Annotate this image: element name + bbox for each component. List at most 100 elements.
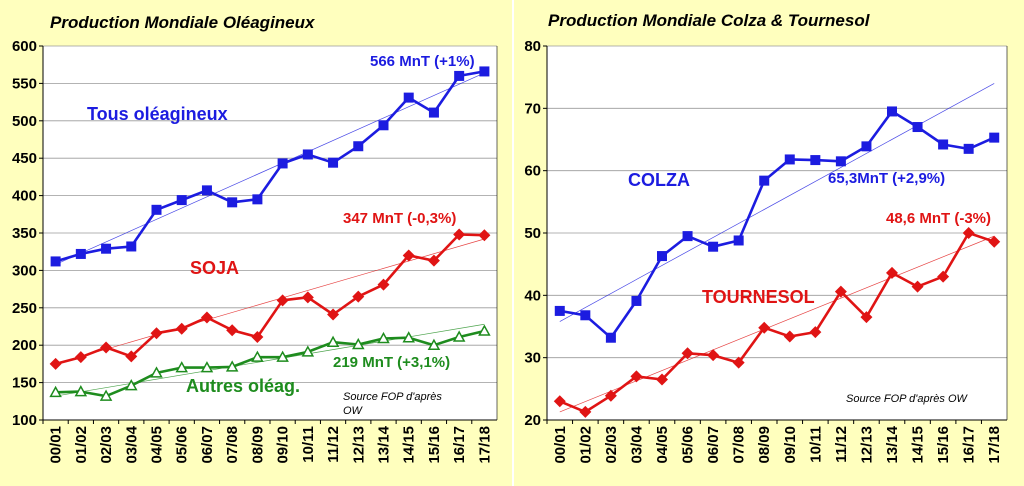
data-point <box>988 235 1001 248</box>
data-point <box>428 107 439 118</box>
data-point <box>478 229 491 242</box>
x-tick-label: 03/04 <box>628 425 645 463</box>
data-point <box>176 195 187 206</box>
chart-title: Production Mondiale Oléagineux <box>50 13 316 32</box>
data-point <box>125 350 138 363</box>
x-tick-label: 04/05 <box>654 426 671 464</box>
data-point <box>861 141 872 152</box>
x-tick-label: 16/17 <box>451 426 468 464</box>
y-tick-label: 600 <box>12 38 37 55</box>
y-tick-label: 400 <box>12 188 37 205</box>
x-tick-label: 13/14 <box>884 425 901 463</box>
data-point <box>276 350 289 362</box>
data-point <box>227 197 238 208</box>
y-tick-label: 550 <box>12 75 37 92</box>
x-tick-label: 08/09 <box>249 426 266 464</box>
data-point <box>784 154 795 165</box>
x-tick-label: 09/10 <box>275 426 292 464</box>
data-point <box>200 361 214 373</box>
data-point <box>326 335 340 347</box>
data-point <box>427 254 440 267</box>
data-point <box>912 122 923 133</box>
data-point <box>630 370 643 383</box>
x-tick-label: 07/08 <box>731 426 748 464</box>
trend-lines <box>55 72 485 397</box>
data-point <box>252 194 263 205</box>
series-label-tous: Tous oléagineux <box>87 104 228 124</box>
data-point <box>225 360 239 372</box>
data-point <box>911 280 924 293</box>
data-point <box>835 156 846 167</box>
data-point <box>402 331 415 343</box>
data-point <box>656 373 668 386</box>
data-point <box>75 248 86 259</box>
y-tick-label: 100 <box>12 412 37 429</box>
data-point <box>707 349 720 362</box>
data-point <box>251 330 264 343</box>
data-point <box>276 294 289 307</box>
data-point <box>353 141 364 152</box>
data-point <box>810 155 821 166</box>
data-point <box>100 341 113 354</box>
x-tick-label: 08/09 <box>756 426 773 464</box>
x-tick-label: 15/16 <box>426 426 443 464</box>
data-point <box>150 366 163 378</box>
x-tick-label: 03/04 <box>123 425 140 463</box>
x-tick-label: 13/14 <box>376 425 393 463</box>
x-tick-label: 17/18 <box>476 426 493 464</box>
data-point <box>402 249 415 262</box>
x-tick-label: 17/18 <box>986 426 1003 464</box>
data-point <box>201 185 212 196</box>
data-point <box>126 241 137 252</box>
x-tick-label: 14/15 <box>401 426 418 464</box>
y-tick-label: 70 <box>524 100 541 117</box>
data-point <box>277 158 288 169</box>
y-tick-label: 20 <box>524 412 541 429</box>
data-point <box>580 310 591 321</box>
y-tick-label: 80 <box>524 38 541 55</box>
data-point <box>553 395 566 408</box>
x-tick-label: 01/02 <box>577 426 594 464</box>
data-point <box>378 120 389 131</box>
data-point <box>452 330 466 342</box>
data-point <box>809 326 822 339</box>
data-point <box>963 143 974 154</box>
data-point <box>175 361 188 373</box>
data-point <box>758 321 771 334</box>
data-point <box>681 347 694 360</box>
data-point <box>708 241 719 252</box>
annotation-soja: 347 MnT (-0,3%) <box>343 210 456 227</box>
data-point <box>377 331 390 344</box>
data-point <box>49 385 62 398</box>
data-point <box>74 385 88 397</box>
x-tick-label: 12/13 <box>858 426 875 464</box>
data-point <box>962 227 975 239</box>
data-point <box>151 204 162 215</box>
x-tick-label: 05/06 <box>174 426 191 464</box>
y-tick-label: 250 <box>12 300 37 317</box>
y-tick-label: 30 <box>524 350 541 367</box>
data-point <box>74 351 87 364</box>
data-point <box>989 132 1000 143</box>
data-point <box>860 311 873 324</box>
y-tick-label: 300 <box>12 262 37 279</box>
series-label-tournesol: TOURNESOL <box>702 287 815 307</box>
x-tick-label: 07/08 <box>224 426 241 464</box>
x-tick-label: 16/17 <box>961 426 978 464</box>
x-tick-label: 00/01 <box>48 426 65 464</box>
y-tick-label: 60 <box>524 163 541 180</box>
y-tick-label: 500 <box>12 113 37 130</box>
annotation-colza: 65,3MnT (+2,9%) <box>828 170 945 187</box>
y-tick-label: 450 <box>12 150 37 167</box>
data-point <box>886 266 898 279</box>
x-tick-label: 11/12 <box>325 426 342 463</box>
data-point <box>479 66 490 77</box>
data-point <box>759 175 770 186</box>
series-group <box>553 106 1001 418</box>
y-tick-label: 150 <box>12 375 37 392</box>
x-tick-label: 15/16 <box>935 426 952 464</box>
data-point <box>631 295 642 306</box>
data-point <box>251 350 264 362</box>
data-point <box>454 70 465 81</box>
